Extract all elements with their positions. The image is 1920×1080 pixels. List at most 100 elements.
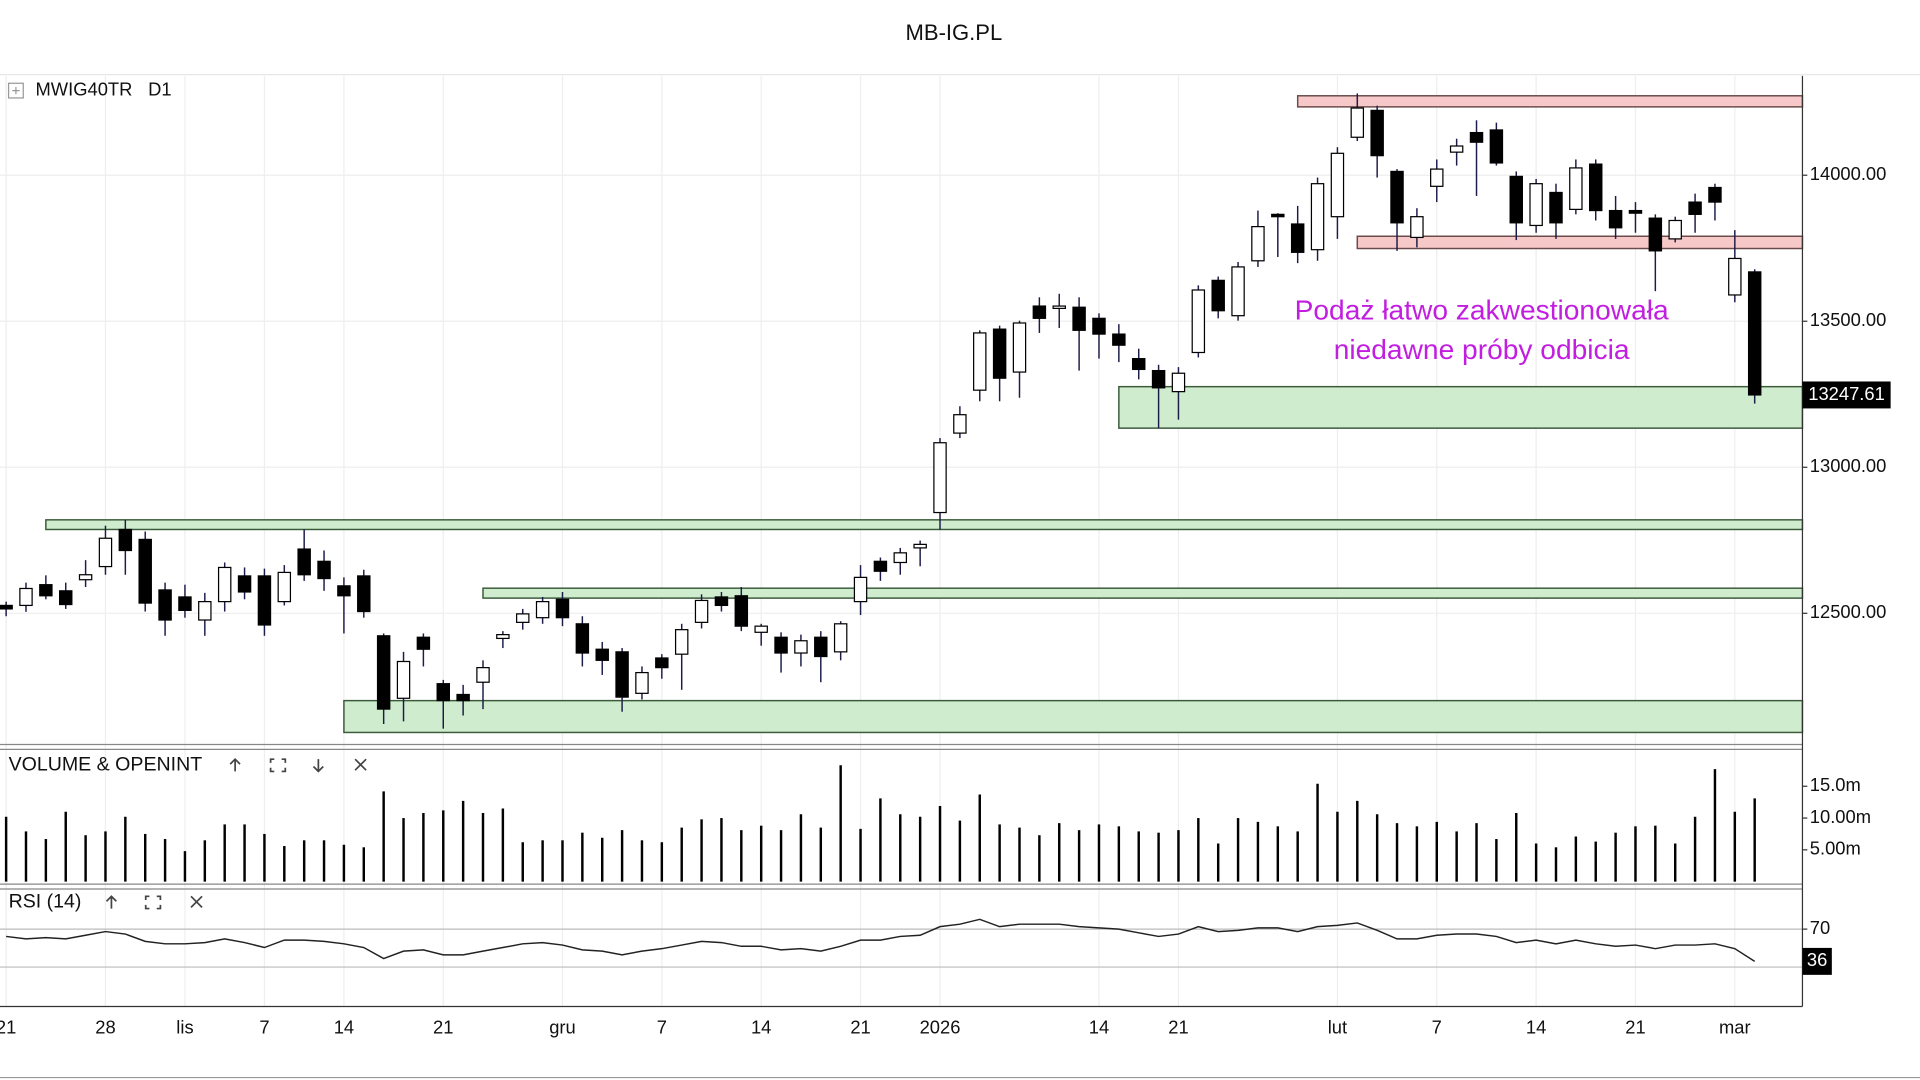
last-price-box xyxy=(1802,381,1891,409)
candle-body xyxy=(1211,279,1225,312)
candle-body xyxy=(456,693,470,702)
zone xyxy=(1356,235,1804,250)
candle-body xyxy=(1489,129,1504,164)
x-tick-label: 7 xyxy=(1432,1016,1442,1037)
close-button[interactable] xyxy=(190,895,203,908)
candle-body xyxy=(774,636,788,654)
candle-body xyxy=(98,537,113,568)
candle-body xyxy=(575,623,590,654)
zone xyxy=(482,587,1804,599)
candle-body xyxy=(1330,152,1345,218)
candle-body xyxy=(674,629,689,655)
candle-body xyxy=(973,332,987,391)
candle-body xyxy=(1608,209,1623,229)
candle-body xyxy=(1747,271,1762,396)
maximize-button[interactable] xyxy=(269,758,287,773)
x-tick-label: gru xyxy=(549,1016,576,1037)
mark-layer xyxy=(0,93,1762,962)
y-tick-label: 15.0m xyxy=(1810,774,1861,795)
last-value-box xyxy=(1802,947,1832,975)
candle-body xyxy=(297,548,311,576)
pane-title: RSI (14) xyxy=(9,891,82,913)
candle-body xyxy=(873,560,888,572)
candle-body xyxy=(694,599,709,623)
y-tick-label: 10.00m xyxy=(1810,806,1871,827)
x-tick-label: 14 xyxy=(1526,1016,1546,1037)
candle-body xyxy=(933,442,947,514)
move-up-button[interactable] xyxy=(105,895,117,909)
y-tick-label: 5.00m xyxy=(1810,838,1861,859)
candle-body xyxy=(853,576,868,603)
candle-body xyxy=(1012,322,1027,373)
candle-body xyxy=(794,640,808,654)
move-up-button[interactable] xyxy=(229,757,241,772)
maximize-button[interactable] xyxy=(144,895,162,910)
candle-body xyxy=(1668,219,1682,240)
x-tick-label: 21 xyxy=(850,1016,870,1037)
candle-body xyxy=(1032,305,1047,319)
move-down-button[interactable] xyxy=(312,759,324,773)
candle-body xyxy=(555,598,570,619)
candle-body xyxy=(0,604,13,610)
last-value-label: 36 xyxy=(1807,949,1827,970)
candle-body xyxy=(1449,145,1464,153)
candle-body xyxy=(1549,191,1563,224)
candle-body xyxy=(1410,216,1424,239)
candle-body xyxy=(1231,266,1245,317)
y-tick-label: 12500.00 xyxy=(1810,601,1887,622)
y-tick-label: 14000.00 xyxy=(1810,163,1887,184)
candle-body xyxy=(595,648,609,661)
x-tick-label: lis xyxy=(176,1016,193,1037)
candle-body xyxy=(1092,317,1106,335)
candle-body xyxy=(118,528,133,552)
candle-body xyxy=(615,651,629,698)
candle-body xyxy=(1251,226,1265,262)
candle-body xyxy=(237,575,252,593)
candle-body xyxy=(1350,107,1365,138)
x-tick-label: 21 xyxy=(1625,1016,1645,1037)
candle-body xyxy=(1628,209,1643,214)
pane-title: VOLUME & OPENINT xyxy=(9,753,203,775)
x-tick-label: 28 xyxy=(95,1016,115,1037)
y-tick-label: 13500.00 xyxy=(1810,309,1887,330)
candle-body xyxy=(1171,372,1186,393)
zone xyxy=(45,519,1804,531)
candle-body xyxy=(833,623,848,653)
candle-body xyxy=(158,589,172,621)
candle-body xyxy=(78,574,93,581)
y-tick-label: 70 xyxy=(1810,917,1830,938)
candle-body xyxy=(714,596,729,607)
candle-body xyxy=(1370,109,1384,157)
candle-body xyxy=(953,414,967,434)
candle-body xyxy=(1509,175,1523,224)
candle-body xyxy=(436,683,450,702)
symbol-label: MWIG40TR xyxy=(36,78,133,99)
candle-body xyxy=(535,601,550,619)
x-tick-label: 14 xyxy=(334,1016,354,1037)
candle-body xyxy=(635,671,649,694)
candle-body xyxy=(39,584,53,597)
candle-body xyxy=(1728,257,1742,296)
x-tick-label: 7 xyxy=(259,1016,269,1037)
candle-body xyxy=(58,590,73,606)
zone xyxy=(1118,385,1804,429)
zone xyxy=(343,699,1804,734)
candle-body xyxy=(1648,217,1663,252)
annotation: niedawne próby odbicia xyxy=(1334,334,1630,365)
candle-body xyxy=(198,601,212,621)
last-price-label: 13247.61 xyxy=(1808,383,1885,404)
candle-body xyxy=(376,635,391,710)
candle-body xyxy=(1112,333,1126,346)
close-button[interactable] xyxy=(354,758,367,771)
x-tick-label: 21 xyxy=(1168,1016,1188,1037)
x-tick-label: mar xyxy=(1719,1016,1751,1037)
candle-body xyxy=(178,596,192,611)
candle-body xyxy=(416,636,431,650)
x-tick-label: 21 xyxy=(0,1016,16,1037)
expand-button[interactable] xyxy=(7,82,24,99)
candle-body xyxy=(913,543,927,549)
candle-body xyxy=(1151,369,1166,389)
candle-body xyxy=(754,625,768,633)
